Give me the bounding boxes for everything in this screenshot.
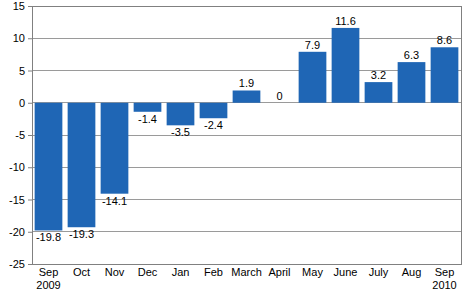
x-tick: Feb [204, 264, 223, 278]
y-tick: 15 [13, 0, 32, 12]
frame [32, 6, 461, 264]
bar [68, 103, 96, 227]
x-tick: March [231, 264, 262, 278]
y-tick-label: -5 [15, 129, 25, 141]
x-tick-label: Jan [172, 266, 190, 278]
y-tick-mark [28, 135, 32, 136]
x-tick-label: Sep2009 [36, 266, 60, 291]
data-label: 6.3 [404, 49, 419, 61]
x-tick: Aug [402, 264, 422, 278]
y-tick-label: -25 [9, 258, 25, 270]
x-tick-label: Oct [73, 266, 90, 278]
x-tick: June [334, 264, 358, 278]
x-tick: Oct [73, 264, 90, 278]
y-tick-mark [28, 71, 32, 72]
data-label: 0 [276, 90, 282, 102]
grid-line [32, 70, 461, 71]
y-tick: -15 [9, 194, 32, 206]
x-tick-label: June [334, 266, 358, 278]
y-tick: -10 [9, 161, 32, 173]
x-tick: Dec [138, 264, 158, 278]
y-axis-line [28, 7, 33, 265]
grid-line [32, 199, 461, 200]
chart: -25 -20 -15 -10 -5 0 5 10 15 Sep2009 Oct Nov Dec Jan F… [0, 0, 464, 294]
grid-line [32, 167, 461, 168]
y-tick: 5 [19, 65, 32, 77]
x-axis: Sep2009 Oct Nov Dec Jan Feb March April May June J… [33, 264, 462, 291]
y-tick: 10 [13, 32, 32, 44]
data-label: 3.2 [371, 69, 386, 81]
data-label: -1.4 [138, 113, 157, 125]
x-tick-label: April [268, 266, 290, 278]
x-tick-label: May [302, 266, 323, 278]
data-label: 7.9 [305, 39, 320, 51]
x-tick-label: Aug [402, 266, 422, 278]
bar [398, 62, 426, 103]
bar [167, 103, 195, 126]
y-tick-label: -15 [9, 194, 25, 206]
x-tick-label: March [231, 266, 262, 278]
bar [431, 47, 459, 102]
bar [266, 102, 294, 103]
y-tick: -25 [9, 258, 32, 270]
bar [233, 90, 261, 102]
data-label: 8.6 [437, 34, 452, 46]
y-tick-mark [28, 264, 32, 265]
x-tick: Sep2009 [36, 264, 60, 291]
bar [332, 28, 360, 103]
bar [35, 103, 63, 231]
data-label: 11.6 [335, 15, 356, 27]
data-labels: -19.8 -19.3 -14.1 -1.4 -3.5 -2.4 1.9 0 7.9 11.6 3.… [36, 15, 452, 244]
y-tick: -5 [15, 129, 32, 141]
bar [365, 82, 393, 103]
y-tick-label: -20 [9, 226, 25, 238]
data-label: 1.9 [239, 77, 254, 89]
x-tick-label: Sep2010 [432, 266, 456, 291]
bar [134, 103, 162, 112]
y-tick-mark [28, 167, 32, 168]
y-tick-mark [28, 200, 32, 201]
y-tick-label: 0 [19, 97, 25, 109]
y-tick-mark [28, 232, 32, 233]
y-tick-mark [28, 103, 32, 104]
x-tick: May [302, 264, 323, 278]
y-axis: -25 -20 -15 -10 -5 0 5 10 15 [9, 0, 32, 270]
y-tick-mark [28, 38, 32, 39]
bar [101, 103, 129, 194]
grid-line [32, 38, 461, 39]
y-tick-label: 10 [13, 32, 25, 44]
bar [200, 103, 228, 118]
x-axis-line [33, 264, 462, 265]
grid [32, 6, 461, 264]
x-tick-label: July [369, 266, 389, 278]
plot: -25 -20 -15 -10 -5 0 5 10 15 Sep2009 Oct Nov Dec Jan F… [9, 0, 461, 291]
x-tick: Jan [172, 264, 190, 278]
y-tick-label: 15 [13, 0, 25, 12]
x-tick: Sep2010 [432, 264, 456, 291]
data-label: -19.8 [36, 231, 61, 243]
y-tick: 0 [19, 97, 32, 109]
data-label: -2.4 [204, 119, 223, 131]
y-tick-mark [28, 6, 32, 7]
y-tick-label: 5 [19, 65, 25, 77]
data-label: -14.1 [102, 195, 127, 207]
x-tick: July [369, 264, 389, 278]
bars [35, 28, 459, 231]
grid-line [32, 231, 461, 232]
data-label: -19.3 [69, 228, 94, 240]
x-tick: Nov [105, 264, 125, 278]
x-tick-label: Nov [105, 266, 125, 278]
y-tick: -20 [9, 226, 32, 238]
x-tick-label: Feb [204, 266, 223, 278]
x-tick-label: Dec [138, 266, 158, 278]
data-label: -3.5 [171, 126, 190, 138]
y-tick-label: -10 [9, 161, 25, 173]
grid-line [32, 135, 461, 136]
bar [299, 52, 327, 103]
x-tick: April [268, 264, 290, 278]
